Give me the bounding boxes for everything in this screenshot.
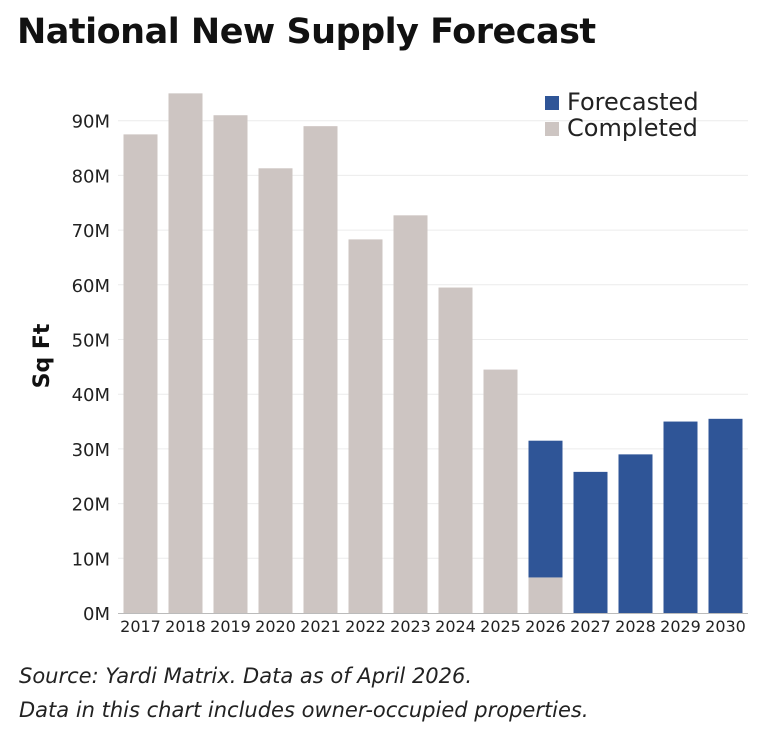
bar-completed-2021 (303, 126, 338, 614)
x-tick-label: 2022 (345, 617, 386, 636)
bar-completed-2018 (168, 93, 203, 614)
x-tick-label: 2030 (705, 617, 746, 636)
y-tick-label: 40M (72, 385, 110, 406)
bar-forecasted-2030 (708, 418, 743, 613)
bar-completed-2023 (393, 215, 428, 613)
x-tick-label: 2026 (525, 617, 566, 636)
legend-swatch-completed (545, 122, 559, 136)
bars (123, 93, 743, 614)
bar-completed-2026 (528, 577, 563, 613)
y-tick-label: 70M (72, 221, 110, 242)
x-tick-label: 2027 (570, 617, 611, 636)
x-tick-label: 2024 (435, 617, 476, 636)
source-note-line-1: Source: Yardi Matrix. Data as of April 2… (19, 664, 473, 688)
x-tick-label: 2023 (390, 617, 431, 636)
y-tick-label: 50M (72, 331, 110, 352)
y-tick-label: 10M (72, 549, 110, 570)
bar-completed-2024 (438, 287, 473, 613)
y-tick-label: 0M (83, 604, 110, 625)
x-tick-label: 2028 (615, 617, 656, 636)
bar-forecasted-2028 (618, 454, 653, 613)
x-tick-label: 2029 (660, 617, 701, 636)
legend-label-forecasted: Forecasted (567, 88, 699, 116)
y-axis-ticks: 0M 10M 20M 30M 40M 50M 60M 70M 80M 90M (72, 112, 110, 625)
bar-completed-2025 (483, 369, 518, 613)
legend-swatch-forecasted (545, 96, 559, 110)
bar-completed-2020 (258, 168, 293, 613)
x-tick-label: 2020 (255, 617, 296, 636)
bar-completed-2017 (123, 134, 158, 613)
gridlines (118, 120, 748, 559)
x-tick-label: 2021 (300, 617, 341, 636)
y-tick-label: 80M (72, 166, 110, 187)
x-axis-ticks: 2017 2018 2019 2020 2021 2022 2023 2024 2025 2026… (120, 617, 746, 636)
x-tick-label: 2025 (480, 617, 521, 636)
x-tick-label: 2018 (165, 617, 206, 636)
x-tick-label: 2019 (210, 617, 251, 636)
bar-completed-2022 (348, 239, 383, 614)
bar-forecasted-2027 (573, 471, 608, 613)
y-tick-label: 60M (72, 276, 110, 297)
y-axis-label: Sq Ft (30, 323, 55, 388)
chart-title: National New Supply Forecast (17, 12, 596, 52)
bar-forecasted-2029 (663, 421, 698, 613)
legend-label-completed: Completed (567, 114, 698, 142)
y-tick-label: 30M (72, 440, 110, 461)
y-tick-label: 20M (72, 495, 110, 516)
source-note-line-2: Data in this chart includes owner-occupi… (19, 698, 589, 722)
y-tick-label: 90M (72, 112, 110, 133)
bar-forecasted-2026 (528, 440, 563, 578)
x-tick-label: 2017 (120, 617, 161, 636)
bar-completed-2019 (213, 115, 248, 614)
